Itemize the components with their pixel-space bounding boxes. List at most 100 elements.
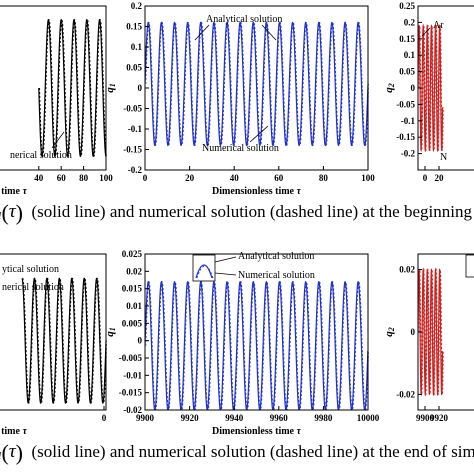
x-tick-label: 9980: [314, 413, 333, 423]
zoom-box: [465, 254, 474, 278]
series-line: [21, 277, 106, 404]
y-tick-label: -0.15: [123, 145, 142, 155]
y-tick-label: -0.02: [396, 389, 415, 399]
annotation-arrow: [421, 27, 431, 37]
series-line: [418, 267, 444, 397]
series-line: [145, 280, 368, 410]
y-tick-label: -0.02: [123, 405, 142, 415]
y-tick-label: 0.15: [399, 34, 415, 44]
y-tick-label: 0.02: [126, 266, 142, 276]
series-line: [38, 18, 106, 158]
y-tick-label: -0.01: [123, 370, 142, 380]
x-axis-label: Dimensionless time τ: [212, 426, 301, 437]
series-line: [418, 23, 444, 153]
chart-left-bottom: 0 time τ ytical solution nerical solution: [0, 253, 107, 437]
annotation-numerical: nerical solution: [2, 282, 64, 293]
annotation-analytical: Analytical solution: [206, 14, 282, 25]
y-tick-label: 0.025: [122, 249, 143, 259]
y-tick-label: -0.05: [396, 99, 415, 109]
y-tick-label: 0.1: [131, 42, 143, 52]
zoom-box: [192, 254, 216, 282]
y-tick-label: 0: [411, 327, 416, 337]
annotation-arrow: [194, 24, 210, 41]
x-tick-label: 100: [99, 173, 113, 183]
y-tick-label: -0.05: [123, 104, 142, 114]
caption-bottom: a(τ) (solid line) and numerical solution…: [0, 440, 474, 466]
annotation-numerical: N: [440, 152, 447, 163]
y-tick-label: 0.015: [122, 284, 143, 294]
series-line-numerical: [39, 19, 107, 157]
annotation-numerical: Numerical solution: [238, 270, 315, 281]
caption-top-tau: τ: [8, 201, 16, 222]
y-tick-label: 0: [138, 83, 143, 93]
x-tick-label: 0: [102, 413, 107, 423]
x-tick-label: 100: [361, 173, 375, 183]
axes-frame: [144, 253, 369, 411]
annotation-arrow: [214, 272, 237, 276]
y-tick-label: 0.05: [399, 67, 415, 77]
y-tick-label: 0.25: [399, 1, 415, 11]
annotation-arrow: [249, 125, 269, 143]
y-tick-label: 0.15: [126, 22, 142, 32]
x-tick-label: 80: [79, 173, 89, 183]
x-tick-label: 9900: [136, 413, 155, 423]
y-tick-label: 0.2: [404, 17, 416, 27]
y-tick-label: 0.02: [399, 265, 415, 275]
x-tick-label: 60: [57, 173, 67, 183]
y-tick-label: 0.1: [404, 50, 416, 60]
x-tick-label: 40: [34, 173, 44, 183]
x-tick-label: 9900: [416, 413, 435, 423]
y-tick-label: -0.1: [401, 116, 416, 126]
axes-frame: [0, 253, 107, 411]
x-tick-label: 10000: [357, 413, 380, 423]
x-tick-label: 9960: [270, 413, 289, 423]
y-tick-label: 0.01: [126, 301, 142, 311]
annotation-analytical: Analytical solution: [238, 251, 314, 262]
x-tick-label: 0: [143, 173, 148, 183]
y-tick-label: -0.015: [119, 388, 143, 398]
zoom-curve: [195, 264, 213, 279]
x-axis-label: time τ: [1, 426, 27, 437]
y-axis-label: q1: [104, 327, 117, 337]
y-tick-label: 0.05: [126, 63, 142, 73]
annotation-analytical: ytical solution: [2, 264, 59, 275]
annotation-numerical: nerical solution: [10, 150, 72, 161]
y-tick-label: -0.1: [128, 124, 143, 134]
caption-bottom-symbol: a: [0, 447, 2, 463]
caption-top-text: (solid line) and numerical solution (das…: [31, 202, 472, 221]
x-tick-label: 60: [274, 173, 284, 183]
y-tick-label: -0.2: [128, 165, 143, 175]
y-axis-label: q1: [104, 83, 117, 93]
zoom-curve-numerical: [196, 265, 214, 279]
x-tick-label: 0: [423, 173, 428, 183]
y-tick-label: -0.15: [396, 132, 415, 142]
chart-center-top: 0 20 40 60 80 100 -0.2 -0.15 -0.1 -0.05 0 0.05 0.1 0.…: [104, 1, 375, 197]
chart-right-top: 0 20 0.25 0.2 0.15 0.1 0.05 0 -0.05 -0.1 -0.15 -0.2…: [383, 1, 474, 183]
x-tick-label: 9920: [181, 413, 200, 423]
y-tick-label: -0.2: [401, 149, 416, 159]
x-tick-label: 80: [319, 173, 329, 183]
annotation-arrow: [261, 24, 277, 41]
annotation-arrow: [214, 256, 237, 263]
axes-frame: [0, 5, 107, 171]
annotation-numerical: Numerical solution: [202, 143, 279, 154]
y-axis-label: q2: [383, 327, 396, 337]
y-tick-label: 0.005: [122, 318, 143, 328]
x-tick-label: 9920: [430, 413, 449, 423]
annotation-arrow: [51, 131, 65, 149]
y-tick-label: 0: [138, 336, 143, 346]
series-line: [145, 21, 368, 147]
x-axis-label: Dimensionless time τ: [212, 186, 301, 197]
chart-center-bottom: 9900 9920 9940 9960 9980 10000 -0.02 -0.015 -0.0…: [104, 249, 380, 437]
x-tick-label: 40: [230, 173, 240, 183]
caption-bottom-text: (solid line) and numerical solution (das…: [31, 442, 474, 461]
x-tick-label: 9940: [225, 413, 244, 423]
series-line-numerical: [22, 277, 107, 404]
series-line-numerical: [418, 268, 444, 396]
y-tick-label: -0.005: [119, 353, 143, 363]
caption-bottom-tau: τ: [8, 441, 16, 462]
chart-left-top: 40 60 80 100 time τ nerical solution: [0, 5, 113, 197]
x-tick-label: 20: [185, 173, 195, 183]
